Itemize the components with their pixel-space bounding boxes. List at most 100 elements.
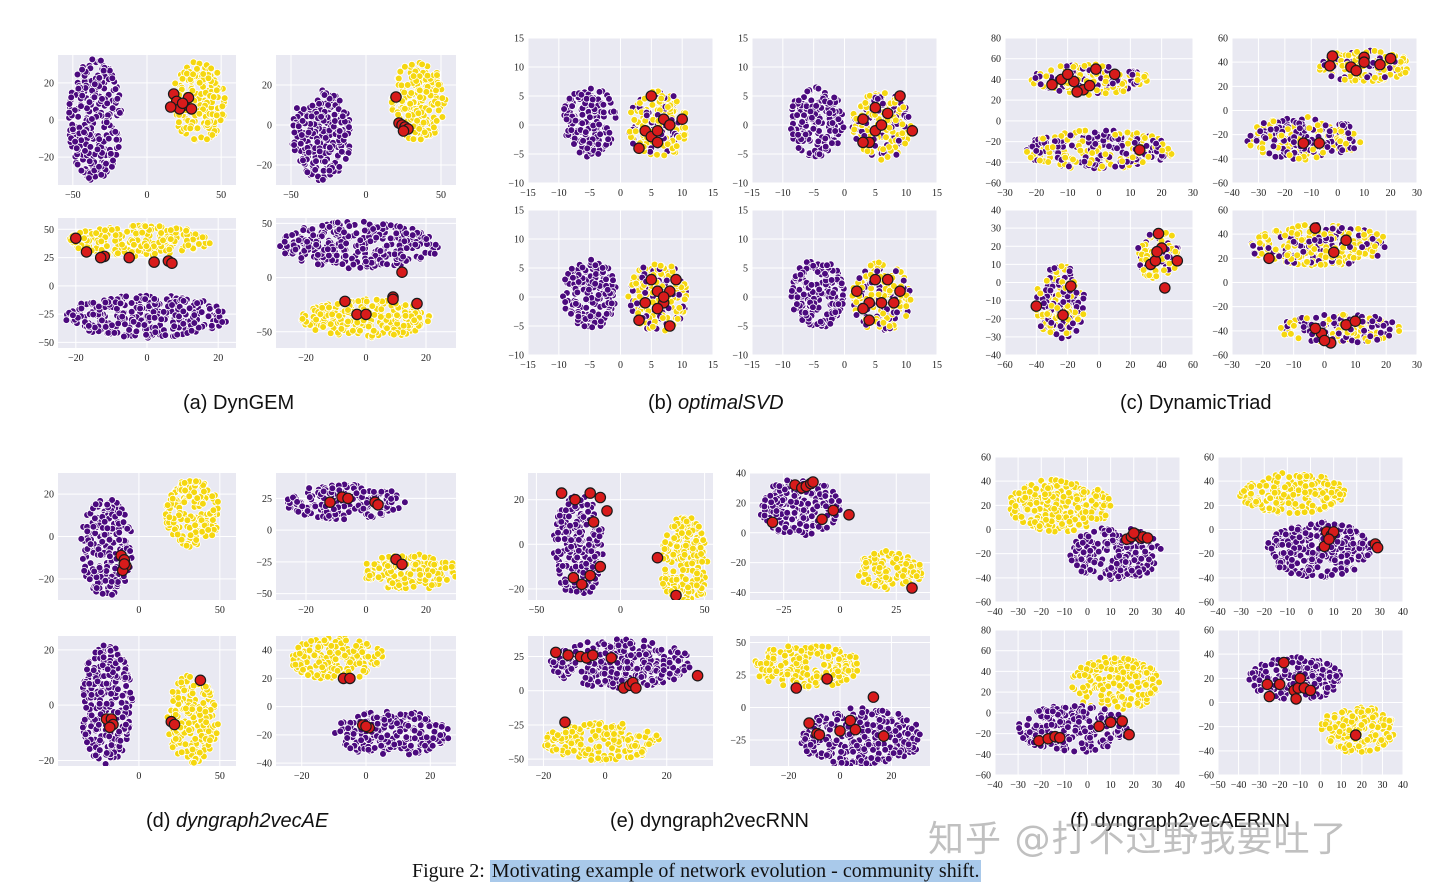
shifted-node-point: [881, 273, 894, 286]
node-point: [313, 138, 322, 146]
y-tick-label: 15: [738, 206, 748, 217]
node-point: [1056, 62, 1065, 70]
node-point: [197, 308, 206, 316]
node-point: [113, 304, 121, 313]
node-point: [892, 267, 900, 275]
node-point: [1105, 142, 1113, 151]
node-point: [413, 117, 421, 125]
node-point: [377, 313, 385, 321]
node-point: [813, 268, 822, 276]
shifted-node-point: [639, 296, 651, 309]
node-point: [433, 100, 442, 108]
x-tick-label: 15: [932, 360, 942, 371]
shifted-node-point: [1297, 137, 1310, 149]
shifted-node-point: [94, 251, 107, 264]
shifted-node-point: [411, 297, 423, 310]
node-point: [369, 326, 378, 335]
node-point: [788, 102, 797, 110]
panel-points: [787, 83, 919, 164]
node-point: [342, 239, 350, 248]
node-point: [793, 111, 801, 119]
shifted-node-point: [857, 136, 869, 149]
node-point: [318, 303, 327, 312]
node-point: [794, 96, 803, 105]
node-point: [597, 317, 605, 326]
node-point: [213, 86, 221, 94]
node-point: [372, 233, 381, 242]
node-point: [382, 241, 391, 250]
y-tick-label: 10: [738, 63, 748, 74]
node-point: [85, 98, 94, 106]
node-point: [815, 150, 824, 159]
node-point: [1101, 77, 1110, 86]
node-point: [680, 295, 689, 304]
node-point: [404, 111, 413, 120]
node-point: [1140, 72, 1149, 81]
node-point: [142, 330, 150, 339]
node-point: [578, 110, 587, 119]
node-point: [631, 127, 640, 135]
node-point: [320, 91, 329, 99]
x-tick-label: 10: [901, 188, 911, 199]
node-point: [1325, 127, 1334, 135]
node-point: [1131, 139, 1139, 147]
node-point: [1277, 131, 1286, 140]
node-point: [1037, 322, 1045, 331]
y-tick-label: −20: [38, 153, 54, 164]
node-point: [107, 149, 115, 158]
node-point: [89, 310, 97, 319]
node-point: [1053, 304, 1061, 312]
node-point: [97, 237, 106, 246]
node-point: [1145, 271, 1153, 280]
node-point: [1080, 157, 1089, 166]
node-point: [602, 310, 611, 318]
node-point: [337, 325, 346, 333]
node-point: [407, 89, 416, 97]
node-point: [567, 126, 576, 134]
y-tick-label: 0: [1223, 278, 1228, 289]
x-tick-label: 0: [618, 188, 623, 199]
node-point: [585, 285, 593, 294]
panel-points: [559, 255, 690, 335]
shifted-node-point: [390, 91, 402, 103]
y-tick-label: 0: [996, 116, 1001, 127]
node-point: [85, 174, 93, 182]
node-point: [190, 319, 199, 327]
panel-points: [276, 218, 442, 342]
node-point: [639, 263, 648, 272]
node-point: [203, 119, 212, 127]
x-tick-label: −5: [584, 188, 595, 199]
node-point: [193, 299, 201, 307]
shifted-node-point: [863, 314, 875, 326]
y-tick-label: −10: [985, 296, 1001, 307]
node-point: [582, 303, 590, 312]
x-tick-label: −30: [1251, 188, 1267, 199]
node-point: [1091, 128, 1099, 137]
node-point: [1246, 131, 1255, 140]
node-point: [630, 116, 639, 124]
x-tick-label: 0: [1322, 360, 1327, 371]
node-point: [424, 317, 432, 326]
node-point: [416, 93, 424, 102]
node-point: [881, 89, 889, 97]
node-point: [826, 98, 834, 107]
node-point: [122, 292, 130, 301]
x-tick-label: −30: [997, 188, 1013, 199]
node-point: [793, 300, 801, 308]
x-tick-label: 40: [1157, 360, 1167, 371]
x-tick-label: −10: [775, 360, 791, 371]
node-point: [1084, 134, 1093, 142]
node-point: [415, 125, 424, 133]
node-point: [594, 150, 603, 158]
x-tick-label: −10: [551, 360, 567, 371]
x-tick-label: 10: [1359, 188, 1369, 199]
shifted-node-point: [857, 113, 869, 125]
node-point: [103, 99, 111, 108]
x-tick-label: 50: [216, 190, 226, 201]
node-point: [1338, 146, 1346, 154]
node-point: [1046, 286, 1055, 295]
node-point: [276, 242, 284, 250]
